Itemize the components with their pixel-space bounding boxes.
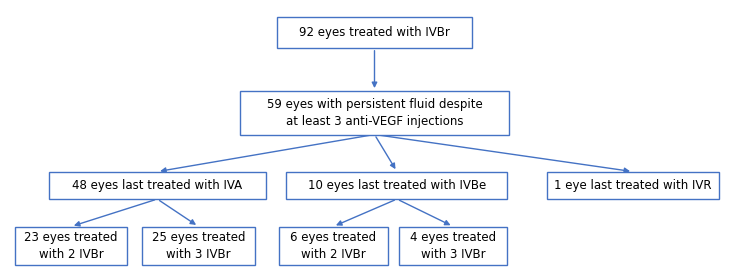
Text: 1 eye last treated with IVR: 1 eye last treated with IVR <box>554 179 712 192</box>
FancyBboxPatch shape <box>142 227 255 265</box>
FancyBboxPatch shape <box>15 227 127 265</box>
Text: 25 eyes treated
with 3 IVBr: 25 eyes treated with 3 IVBr <box>152 231 245 261</box>
Text: 10 eyes last treated with IVBe: 10 eyes last treated with IVBe <box>308 179 486 192</box>
Text: 59 eyes with persistent fluid despite
at least 3 anti-VEGF injections: 59 eyes with persistent fluid despite at… <box>267 98 482 128</box>
FancyBboxPatch shape <box>240 91 509 134</box>
FancyBboxPatch shape <box>277 17 472 48</box>
FancyBboxPatch shape <box>279 227 388 265</box>
Text: 6 eyes treated
with 2 IVBr: 6 eyes treated with 2 IVBr <box>291 231 376 261</box>
FancyBboxPatch shape <box>49 172 266 199</box>
Text: 92 eyes treated with IVBr: 92 eyes treated with IVBr <box>299 26 450 39</box>
FancyBboxPatch shape <box>398 227 508 265</box>
FancyBboxPatch shape <box>547 172 719 199</box>
Text: 23 eyes treated
with 2 IVBr: 23 eyes treated with 2 IVBr <box>25 231 118 261</box>
Text: 48 eyes last treated with IVA: 48 eyes last treated with IVA <box>72 179 243 192</box>
FancyBboxPatch shape <box>287 172 508 199</box>
Text: 4 eyes treated
with 3 IVBr: 4 eyes treated with 3 IVBr <box>410 231 496 261</box>
